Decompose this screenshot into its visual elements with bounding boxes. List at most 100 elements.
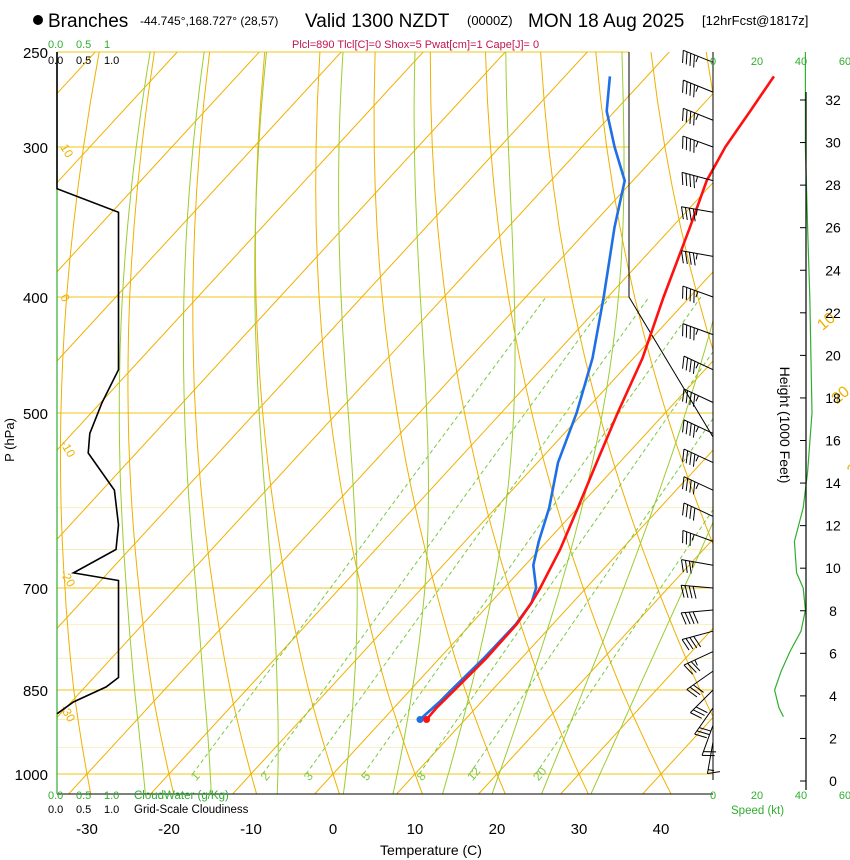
isobar-lines xyxy=(57,51,713,775)
wind-barb xyxy=(681,171,714,189)
isotherm-labels: 100-10-20-300102030 xyxy=(57,142,850,725)
wind-barb xyxy=(680,584,714,599)
wind-barb-half-feather xyxy=(695,328,699,335)
moist-adiabat-line xyxy=(540,318,713,794)
wind-barb-feather xyxy=(681,639,690,651)
wind-barb-feather xyxy=(689,506,692,519)
height-axis-title: Height (1000 Feet) xyxy=(777,367,793,484)
isotherm-line xyxy=(57,52,260,273)
wind-barb-feather xyxy=(688,585,693,599)
wind-barb-feather xyxy=(680,559,684,573)
wind-barb-feather xyxy=(684,560,688,573)
wind-barb-half-feather xyxy=(691,534,695,541)
wind-barb-half-feather xyxy=(695,141,699,148)
wind-barb-feather xyxy=(692,481,696,495)
mixing-ratio-line xyxy=(418,350,713,775)
wind-barb-feather xyxy=(693,684,704,693)
wind-barb-feather xyxy=(693,84,695,98)
height-tick-label: 32 xyxy=(825,92,841,108)
wind-barb-feather xyxy=(689,174,692,188)
wind-barb-feather xyxy=(692,208,696,222)
wind-barb-feather xyxy=(683,664,694,675)
pressure-tick-label: 1000 xyxy=(15,767,48,784)
surface-dewpoint-marker xyxy=(416,716,424,724)
isotherm-line xyxy=(57,52,178,184)
moist-adiabat-line xyxy=(392,52,430,794)
wind-barb-half-feather xyxy=(695,291,699,298)
pressure-tick-label: 300 xyxy=(23,140,48,157)
temperature-tick-label: 20 xyxy=(489,821,506,838)
wind-barb-feather xyxy=(680,206,684,220)
cloud-axis-top-labels: 0.0 0.0 0.5 0.5 1 1.0 xyxy=(48,39,119,67)
dry-adiabat-lines xyxy=(0,0,713,799)
wind-barb xyxy=(682,529,714,546)
wind-barb-half-feather xyxy=(695,209,698,216)
wind-barb-feather xyxy=(688,611,695,624)
wind-barb-feather xyxy=(682,502,685,516)
height-tick-label: 24 xyxy=(825,262,841,278)
wind-barb-feather xyxy=(680,250,684,264)
height-tick-label: 8 xyxy=(829,603,837,619)
isotherm-label: -20 xyxy=(57,567,78,589)
wind-barb-staff xyxy=(694,707,714,735)
speed-tick-top: 0 xyxy=(710,56,716,68)
wind-barb-staff xyxy=(682,529,714,542)
temperature-tick-label: -30 xyxy=(76,821,98,838)
wind-barb-feather xyxy=(695,706,708,714)
wind-barb-staff xyxy=(686,670,714,690)
wind-barb xyxy=(682,49,714,68)
wind-barb xyxy=(682,135,714,153)
wind-barb-feather xyxy=(686,689,698,698)
pressure-tick-label: 400 xyxy=(23,290,48,307)
moist-adiabat-lines xyxy=(118,52,713,794)
isotherm-label: 10 xyxy=(57,142,76,161)
wind-barb-feather xyxy=(692,507,696,521)
height-tick-label: 2 xyxy=(829,730,837,746)
isotherm-line xyxy=(57,52,670,719)
wind-barb xyxy=(682,285,714,303)
isotherm-line xyxy=(231,271,713,794)
wind-barb-feather xyxy=(696,730,710,735)
cloud-water-tick-top: 1 xyxy=(104,39,110,51)
mixing-ratio-line xyxy=(192,296,547,775)
wind-barb-staff xyxy=(681,630,714,640)
cloudiness-tick-bottom: 0.0 xyxy=(48,804,63,816)
isotherm-line xyxy=(395,449,713,794)
wind-barb-feather xyxy=(699,727,712,732)
dry-adiabat-line xyxy=(429,52,589,794)
dry-adiabat-line xyxy=(315,52,423,794)
height-tick-label: 22 xyxy=(825,305,841,321)
wind-barb-feather xyxy=(687,663,697,673)
wind-barb-staff xyxy=(681,559,714,566)
wind-barb-staff xyxy=(681,609,714,614)
zulu-time: (0000Z) xyxy=(467,13,513,28)
temperature-profile-line xyxy=(425,75,775,721)
wind-barb-feather xyxy=(690,712,702,719)
wind-barb-feather xyxy=(689,423,692,436)
wind-barb-feather xyxy=(688,208,692,221)
isotherm-line xyxy=(57,52,424,451)
dry-adiabat-line xyxy=(540,52,713,718)
wind-barb-feather xyxy=(693,175,695,189)
dry-adiabat-line xyxy=(0,0,52,799)
wind-barb-feather xyxy=(692,393,696,407)
wind-barb-feather xyxy=(692,252,696,266)
wind-barb-feather xyxy=(693,636,702,648)
wind-barb-feather xyxy=(680,612,687,625)
cloud-water-tick-bottom: 1.0 xyxy=(104,790,119,802)
wind-barb-feather xyxy=(692,709,705,716)
pressure-axis-labels: 250 300 400 500 700 850 1000 xyxy=(15,45,48,784)
dry-adiabat-line xyxy=(373,52,506,794)
wind-barb xyxy=(682,355,714,374)
station-location: -44.745°,168.727° (28,57) xyxy=(140,14,278,28)
pressure-axis-title: P (hPa) xyxy=(2,418,17,462)
wind-barb xyxy=(682,388,714,407)
height-tick-label: 18 xyxy=(825,390,841,406)
wind-barb xyxy=(682,476,714,495)
wind-barb-staff xyxy=(706,741,714,774)
valid-time: Valid 1300 NZDT xyxy=(305,11,450,32)
wind-barb xyxy=(694,707,714,739)
wind-barb-feather xyxy=(684,251,688,265)
